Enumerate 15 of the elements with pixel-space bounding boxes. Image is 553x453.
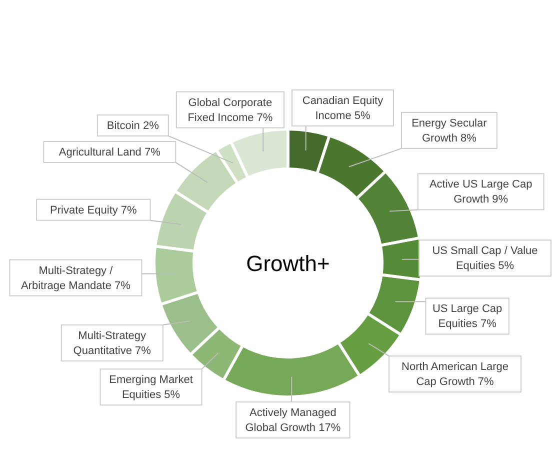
slice-label: Emerging Market Equities 5% [109, 374, 193, 402]
slice-label: US Small Cap / Value Equities 5% [432, 245, 538, 272]
slice-label: Private Equity 7% [50, 204, 138, 216]
slice-label: North American Large Cap Growth 7% [402, 361, 509, 388]
slice-label: Multi-Strategy / Arbitrage Mandate 7% [20, 264, 131, 292]
slice-label: US Large Cap Equities 7% [432, 303, 502, 330]
slice-label: Global Corporate Fixed Income 7% [188, 96, 273, 124]
slice-label: Energy Secular Growth 8% [412, 117, 488, 144]
slice-label: Bitcoin 2% [106, 120, 160, 132]
slice-label: Actively Managed Global Growth 17% [245, 406, 341, 434]
slice-label: Canadian Equity Income 5% [302, 94, 384, 122]
slice-label: Multi-Strategy Quantitative 7% [73, 330, 152, 357]
slice-label: Active US Large Cap Growth 9% [429, 178, 532, 206]
slice-label: Agricultural Land 7% [58, 146, 161, 158]
text: Growth+ [246, 251, 330, 276]
